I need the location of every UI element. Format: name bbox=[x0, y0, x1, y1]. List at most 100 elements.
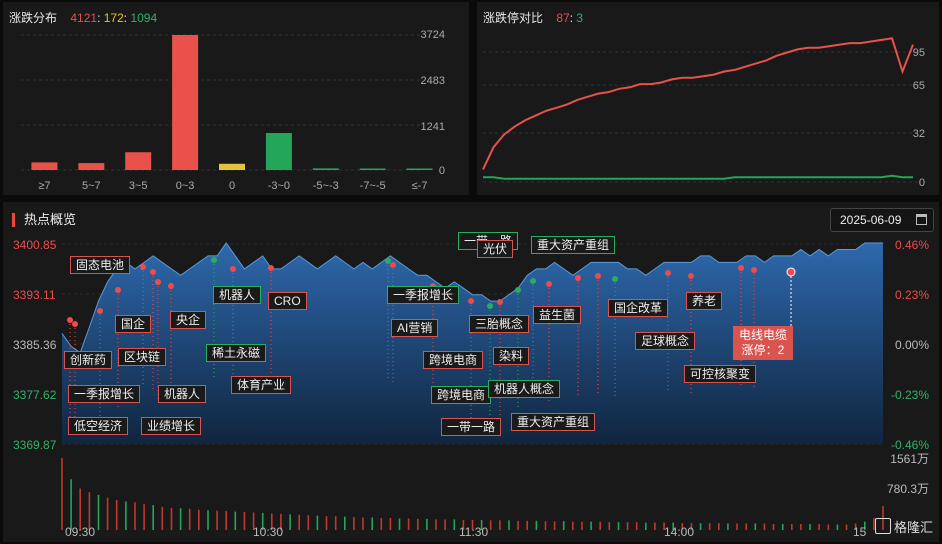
date-value: 2025-06-09 bbox=[840, 213, 902, 227]
logo-text: 格隆汇 bbox=[893, 520, 933, 535]
label-dot bbox=[230, 266, 236, 272]
label-dot bbox=[155, 279, 161, 285]
dist-ytick: 1241 bbox=[421, 121, 445, 133]
hot-label[interactable]: 体育产业 bbox=[231, 376, 292, 394]
hot-label[interactable]: 业绩增长 bbox=[141, 417, 202, 435]
label-dot bbox=[546, 281, 552, 287]
label-dot bbox=[487, 303, 493, 309]
dist-bar bbox=[406, 168, 433, 170]
limit-series-line bbox=[482, 37, 914, 170]
limit-up-count: 87 bbox=[556, 11, 570, 25]
dist-xtick: -7~-5 bbox=[360, 180, 386, 192]
time-tick: 15 bbox=[853, 525, 867, 539]
dist-xtick: -5~-3 bbox=[313, 180, 339, 192]
hot-label[interactable]: 足球概念 bbox=[635, 332, 696, 350]
hot-label[interactable]: 一带一路 bbox=[441, 418, 502, 436]
hot-label[interactable]: 一季报增长 bbox=[68, 385, 141, 403]
label-dot bbox=[97, 308, 103, 314]
label-dot bbox=[115, 287, 121, 293]
hot-label[interactable]: 央企 bbox=[170, 311, 207, 329]
volume-tick: 780.3万 bbox=[887, 482, 929, 496]
label-dot bbox=[665, 270, 671, 276]
hot-label[interactable]: 国企改革 bbox=[608, 299, 669, 317]
label-dot bbox=[67, 317, 73, 323]
up-count: 4121 bbox=[70, 11, 98, 25]
hot-label[interactable]: 机器人概念 bbox=[488, 380, 561, 398]
hot-overview-panel: 热点概览 2025-06-09 3400.85 3393.11 3385.36 … bbox=[3, 202, 939, 542]
dist-ytick: 0 bbox=[439, 165, 445, 177]
hot-label[interactable]: 固态电池 bbox=[70, 256, 131, 274]
distribution-chart: ≥7 5~7 3~5 0~3 0 -3~0 -5~-3 -7~-5 ≤-7 3724 2483 … bbox=[21, 29, 445, 192]
hot-label[interactable]: CRO bbox=[268, 292, 307, 310]
hot-label[interactable]: 益生菌 bbox=[533, 306, 582, 324]
limit-ytick: 32 bbox=[913, 128, 925, 140]
hot-label[interactable]: 机器人 bbox=[213, 286, 262, 304]
dist-bar bbox=[125, 152, 152, 170]
hot-label[interactable]: 光伏 bbox=[477, 240, 514, 258]
distribution-panel: 涨跌分布 4121: 172: 1094 ≥7 5~7 3~5 0~3 0 -3~0 -5~… bbox=[3, 2, 469, 195]
dist-xtick: 0~3 bbox=[176, 180, 195, 192]
dist-bar bbox=[219, 163, 245, 170]
hot-label[interactable]: 机器人 bbox=[158, 385, 207, 403]
dist-bar bbox=[312, 168, 339, 170]
label-dot bbox=[140, 264, 146, 270]
dist-bar bbox=[265, 133, 292, 170]
hot-label[interactable]: 可控核聚变 bbox=[684, 365, 757, 383]
limit-title-text: 涨跌停对比 bbox=[483, 11, 544, 25]
hot-label[interactable]: 创新药 bbox=[64, 351, 113, 369]
limit-chart: 95 65 32 0 bbox=[482, 37, 925, 189]
label-dot bbox=[738, 265, 744, 271]
hot-label[interactable]: 三胎概念 bbox=[469, 315, 530, 333]
dist-ytick: 2483 bbox=[421, 75, 445, 87]
dist-xtick: 3~5 bbox=[129, 180, 148, 192]
date-picker[interactable]: 2025-06-09 bbox=[830, 208, 934, 232]
limit-panel: 涨跌停对比 87: 3 95 65 32 0 bbox=[477, 2, 939, 195]
label-dot bbox=[468, 298, 474, 304]
limit-series-line bbox=[483, 174, 913, 180]
distribution-title-text: 涨跌分布 bbox=[9, 11, 58, 25]
label-dot bbox=[211, 257, 217, 263]
pct-tick: 0.46% bbox=[895, 238, 929, 252]
label-dot bbox=[268, 265, 274, 271]
limit-ytick: 0 bbox=[919, 177, 925, 189]
dist-xtick: ≤-7 bbox=[412, 180, 428, 192]
tooltip-point bbox=[786, 267, 796, 277]
hot-label[interactable]: 染料 bbox=[493, 347, 530, 365]
hot-label[interactable]: 跨境电商 bbox=[423, 351, 484, 369]
hot-label[interactable]: 国企 bbox=[115, 315, 152, 333]
hot-label[interactable]: AI营销 bbox=[391, 319, 439, 337]
hot-label[interactable]: 重大资产重组 bbox=[531, 236, 616, 254]
logo-icon bbox=[874, 518, 891, 534]
label-dot bbox=[168, 283, 174, 289]
label-dot bbox=[497, 299, 503, 305]
price-tick: 3393.11 bbox=[13, 288, 56, 302]
hot-label[interactable]: 区块链 bbox=[118, 348, 167, 366]
hot-label[interactable]: 稀土永磁 bbox=[206, 344, 267, 362]
hot-overview-title: 热点概览 bbox=[12, 213, 76, 227]
label-dot bbox=[575, 275, 581, 281]
label-dot bbox=[390, 262, 396, 268]
intraday-chart: 3400.85 3393.11 3385.36 3377.62 3369.87 … bbox=[13, 238, 929, 539]
dist-xtick: ≥7 bbox=[38, 180, 50, 192]
volume-tick: 1561万 bbox=[890, 452, 929, 466]
price-tick: 3400.85 bbox=[13, 238, 57, 252]
brand-logo: 格隆汇 bbox=[874, 517, 933, 536]
price-tick: 3377.62 bbox=[13, 388, 57, 402]
hot-label[interactable]: 低空经济 bbox=[68, 417, 129, 435]
label-dot bbox=[72, 321, 78, 327]
time-tick: 11:30 bbox=[459, 525, 488, 539]
pct-tick: -0.23% bbox=[891, 388, 929, 402]
label-dot bbox=[595, 273, 601, 279]
pct-tick: 0.00% bbox=[895, 338, 929, 352]
hot-label[interactable]: 重大资产重组 bbox=[511, 413, 596, 431]
down-count: 1094 bbox=[130, 11, 158, 25]
dist-xtick: -3~0 bbox=[268, 180, 290, 192]
dist-bar bbox=[359, 168, 386, 170]
hot-label[interactable]: 跨境电商 bbox=[431, 386, 492, 404]
hot-label[interactable]: 养老 bbox=[686, 292, 723, 310]
limit-down-count: 3 bbox=[576, 11, 584, 25]
label-dot bbox=[751, 267, 757, 273]
hot-label[interactable]: 一季报增长 bbox=[387, 286, 460, 304]
label-dot bbox=[530, 278, 536, 284]
index-line bbox=[61, 242, 883, 354]
